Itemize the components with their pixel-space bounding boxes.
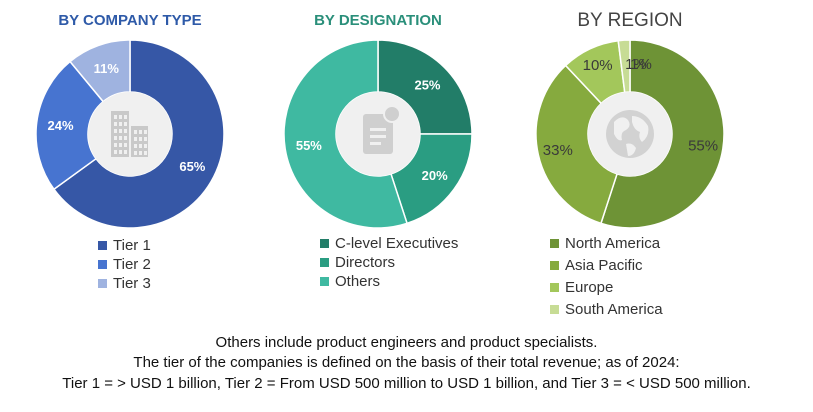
data-label: 65% xyxy=(179,159,205,174)
legend-label: South America xyxy=(565,301,663,318)
data-label: 20% xyxy=(422,168,448,183)
legend-label: Tier 1 xyxy=(113,237,151,254)
data-label: 55% xyxy=(688,138,718,155)
footnote-others: Others include product engineers and pro… xyxy=(215,334,598,351)
legend-item-others: Others xyxy=(320,272,458,291)
legend-label: C-level Executives xyxy=(335,235,459,252)
legend-label: Europe xyxy=(565,279,614,296)
legend-swatch xyxy=(550,239,559,248)
donut-chart-region: 55% 33% 10% 1%1% xyxy=(535,39,725,229)
legend-swatch xyxy=(550,261,559,270)
legend-item-directors: Directors xyxy=(320,253,458,272)
legend-item-asia-pacific: Asia Pacific xyxy=(550,256,663,275)
legend-item-tier-2: Tier 2 xyxy=(98,255,151,274)
legend-swatch xyxy=(550,305,559,314)
legend-item-north-america: North America xyxy=(550,234,663,253)
data-label: 55% xyxy=(296,138,322,153)
data-label: 1% xyxy=(630,56,652,73)
chart-title: BY REGION xyxy=(577,10,683,31)
legend-swatch xyxy=(98,241,107,250)
globe-icon xyxy=(606,110,654,158)
data-label: 24% xyxy=(48,118,74,133)
building-icon xyxy=(111,111,148,157)
data-label: 11% xyxy=(94,61,120,76)
footnote-tier-values: Tier 1 = > USD 1 billion, Tier 2 = From … xyxy=(62,375,751,392)
legend-label: Tier 2 xyxy=(113,256,151,273)
chart-title: BY DESIGNATION xyxy=(314,12,442,29)
legend-item-c-level: C-level Executives xyxy=(320,234,458,253)
data-label: 1% xyxy=(625,56,647,73)
donut-chart-designation: 25% 20% 55% xyxy=(283,39,473,229)
legend-swatch xyxy=(320,239,329,248)
legend-swatch xyxy=(550,283,559,292)
legend: C-level Executives Directors Others xyxy=(320,234,458,291)
legend-label: Others xyxy=(335,273,381,290)
legend-label: Directors xyxy=(335,254,396,271)
donut-chart-company-type: 65% 24% 11% xyxy=(35,39,225,229)
legend-swatch xyxy=(98,279,107,288)
legend-swatch xyxy=(320,258,329,267)
data-label: 25% xyxy=(414,78,440,93)
legend-label: Asia Pacific xyxy=(565,257,643,274)
footnote-tier-definition: The tier of the companies is defined on … xyxy=(133,354,680,371)
data-label: 33% xyxy=(543,142,573,159)
legend-label: Tier 3 xyxy=(113,275,151,292)
chart-title: BY COMPANY TYPE xyxy=(58,12,202,29)
donut-slice-tier-2 xyxy=(35,60,105,191)
legend-item-tier-1: Tier 1 xyxy=(98,236,151,255)
document-icon xyxy=(363,105,401,154)
legend-item-europe: Europe xyxy=(550,278,663,297)
legend-swatch xyxy=(98,260,107,269)
donut-center xyxy=(88,92,172,176)
data-label: 10% xyxy=(583,57,613,74)
legend: North America Asia Pacific Europe South … xyxy=(550,234,663,319)
legend-item-south-america: South America xyxy=(550,300,663,319)
legend-swatch xyxy=(320,277,329,286)
legend: Tier 1 Tier 2 Tier 3 xyxy=(98,236,151,293)
legend-label: North America xyxy=(565,235,661,252)
legend-item-tier-3: Tier 3 xyxy=(98,274,151,293)
